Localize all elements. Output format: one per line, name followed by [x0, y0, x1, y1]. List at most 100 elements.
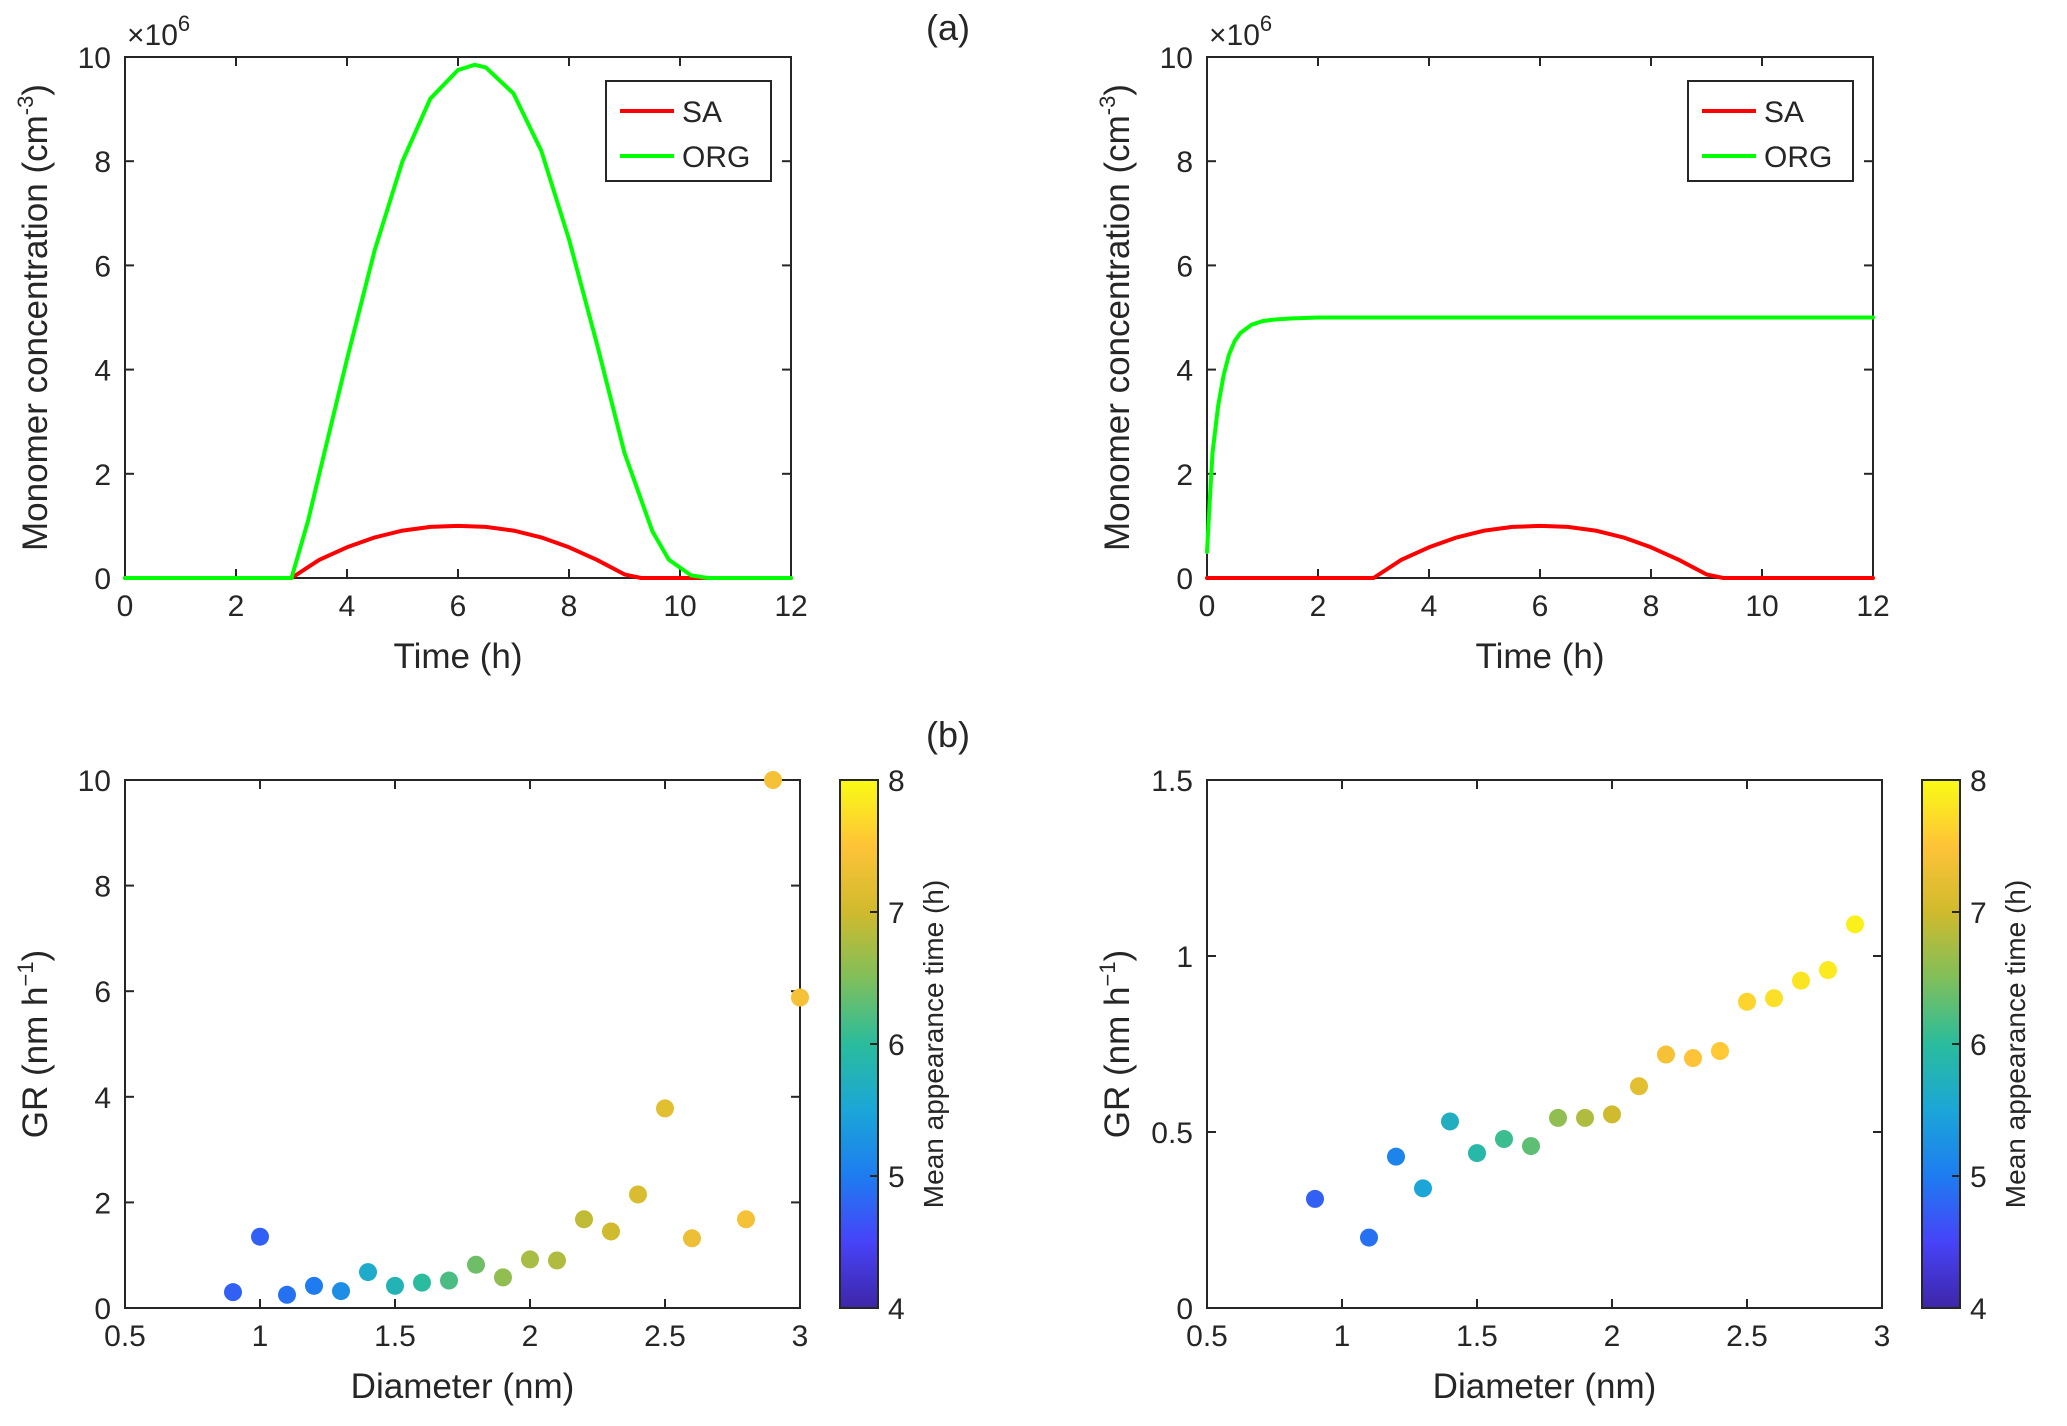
x-tick-label: 8 [1643, 590, 1660, 623]
x-tick-label: 2 [1604, 1320, 1621, 1353]
x-tick-label: 0 [117, 590, 134, 623]
colorbar-tick-label: 4 [1970, 1293, 1987, 1326]
colorbar-tick-label: 4 [888, 1293, 905, 1326]
y-tick-label: 6 [94, 250, 111, 283]
colorbar-tick-label: 5 [1970, 1161, 1987, 1194]
scatter-point [359, 1263, 377, 1282]
legend-label-sa: SA [682, 96, 722, 129]
scatter-point [1549, 1108, 1567, 1127]
colorbar-tick-label: 6 [888, 1029, 905, 1062]
scatter-point [494, 1268, 512, 1287]
colorbar-tick-label: 7 [1970, 897, 1987, 930]
scatter-point [1711, 1042, 1729, 1061]
x-tick-label: 1 [252, 1320, 269, 1353]
legend-label-org: ORG [1764, 141, 1832, 174]
scatter-point [791, 988, 809, 1007]
y-tick-label: 1.5 [1151, 765, 1193, 798]
x-tick-label: 2.5 [1726, 1320, 1768, 1353]
y-tick-label: 0 [94, 1293, 111, 1326]
y-axis-label-sup: −1 [13, 961, 38, 986]
scatter-point [440, 1271, 458, 1290]
x-tick-label: 0.5 [104, 1320, 146, 1353]
x-tick-label: 3 [792, 1320, 809, 1353]
y-axis-label-main: Monomer concentration (cm [16, 115, 55, 551]
x-tick-label: 4 [339, 590, 356, 623]
colorbar-tick-label: 6 [1970, 1029, 1987, 1062]
scatter-point [602, 1222, 620, 1241]
x-tick-label: 6 [450, 590, 467, 623]
legend [1687, 80, 1854, 182]
colorbar-label: Mean appearance time (h) [2000, 880, 2031, 1208]
colorbar-tick-label: 5 [888, 1161, 905, 1194]
x-tick-label: 2.5 [644, 1320, 686, 1353]
x-tick-label: 10 [663, 590, 696, 623]
x-tick-label: 1.5 [1456, 1320, 1498, 1353]
y-tick-label: 0 [94, 563, 111, 596]
axis-multiplier-base: ×10 [1209, 19, 1260, 52]
y-tick-label: 1 [1176, 941, 1193, 974]
y-axis-label-close: ) [16, 84, 55, 96]
y-tick-label: 6 [94, 976, 111, 1009]
scatter-point [656, 1099, 674, 1118]
y-axis-label-sup: -3 [13, 96, 38, 116]
scatter-point [1603, 1105, 1621, 1124]
x-tick-label: 0.5 [1186, 1320, 1228, 1353]
scatter-point [1630, 1077, 1648, 1096]
y-tick-label: 8 [1176, 146, 1193, 179]
scatter-point [1522, 1137, 1540, 1156]
colorbar-tick-label: 8 [1970, 765, 1987, 798]
y-axis-label-main: GR (nm h [16, 987, 55, 1139]
y-axis-label: GR (nm h−1) [13, 950, 55, 1138]
scatter-point [575, 1210, 593, 1229]
scatter-point [1360, 1228, 1378, 1247]
axis-multiplier-exp: 6 [1260, 11, 1272, 36]
scatter-point [1468, 1144, 1486, 1163]
y-tick-label: 4 [94, 1082, 111, 1115]
scatter-point [737, 1210, 755, 1229]
y-tick-label: 10 [78, 765, 111, 798]
x-tick-label: 4 [1421, 590, 1438, 623]
x-tick-label: 6 [1532, 590, 1549, 623]
panel-label-b: (b) [926, 714, 970, 755]
x-axis-label: Diameter (nm) [1433, 1367, 1657, 1406]
y-axis-label-close: ) [1098, 950, 1137, 962]
scatter-point [1657, 1045, 1675, 1064]
y-axis-label-sup: −1 [1095, 961, 1120, 986]
scatter-point [1846, 915, 1864, 934]
scatter-point [1306, 1189, 1324, 1208]
x-tick-label: 12 [774, 590, 807, 623]
scatter-point [1765, 989, 1783, 1008]
series-line-sa [1205, 523, 1875, 580]
y-tick-label: 6 [1176, 250, 1193, 283]
x-axis-label: Time (h) [394, 637, 523, 676]
x-tick-label: 2 [522, 1320, 539, 1353]
scatter-point [278, 1285, 296, 1304]
x-axis-label: Diameter (nm) [351, 1367, 575, 1406]
y-axis-label-close: ) [16, 950, 55, 962]
x-tick-label: 8 [561, 590, 578, 623]
axis-multiplier-exp: 6 [178, 11, 190, 36]
y-axis-label-main: Monomer concentration (cm [1098, 115, 1137, 551]
scatter-point [1414, 1179, 1432, 1198]
scatter-point [1819, 961, 1837, 980]
y-tick-label: 4 [1176, 355, 1193, 388]
legend [605, 80, 772, 182]
y-tick-label: 0 [1176, 563, 1193, 596]
y-axis-label: Monomer concentration (cm-3) [13, 84, 55, 551]
y-tick-label: 2 [94, 1187, 111, 1220]
x-axis-label: Time (h) [1476, 637, 1605, 676]
y-tick-label: 10 [78, 42, 111, 75]
scatter-point [548, 1251, 566, 1270]
colorbar-tick-label: 7 [888, 897, 905, 930]
series-line-org [123, 62, 793, 580]
y-tick-label: 0.5 [1151, 1117, 1193, 1150]
x-tick-label: 10 [1745, 590, 1778, 623]
plot-area [1206, 779, 1883, 1309]
y-tick-label: 2 [1176, 459, 1193, 492]
scatter-point [1387, 1147, 1405, 1166]
scatter-point [467, 1255, 485, 1274]
y-axis-label-close: ) [1098, 84, 1137, 96]
y-axis-label-main: GR (nm h [1098, 987, 1137, 1139]
x-tick-label: 1.5 [374, 1320, 416, 1353]
y-axis-label: GR (nm h−1) [1095, 950, 1137, 1138]
